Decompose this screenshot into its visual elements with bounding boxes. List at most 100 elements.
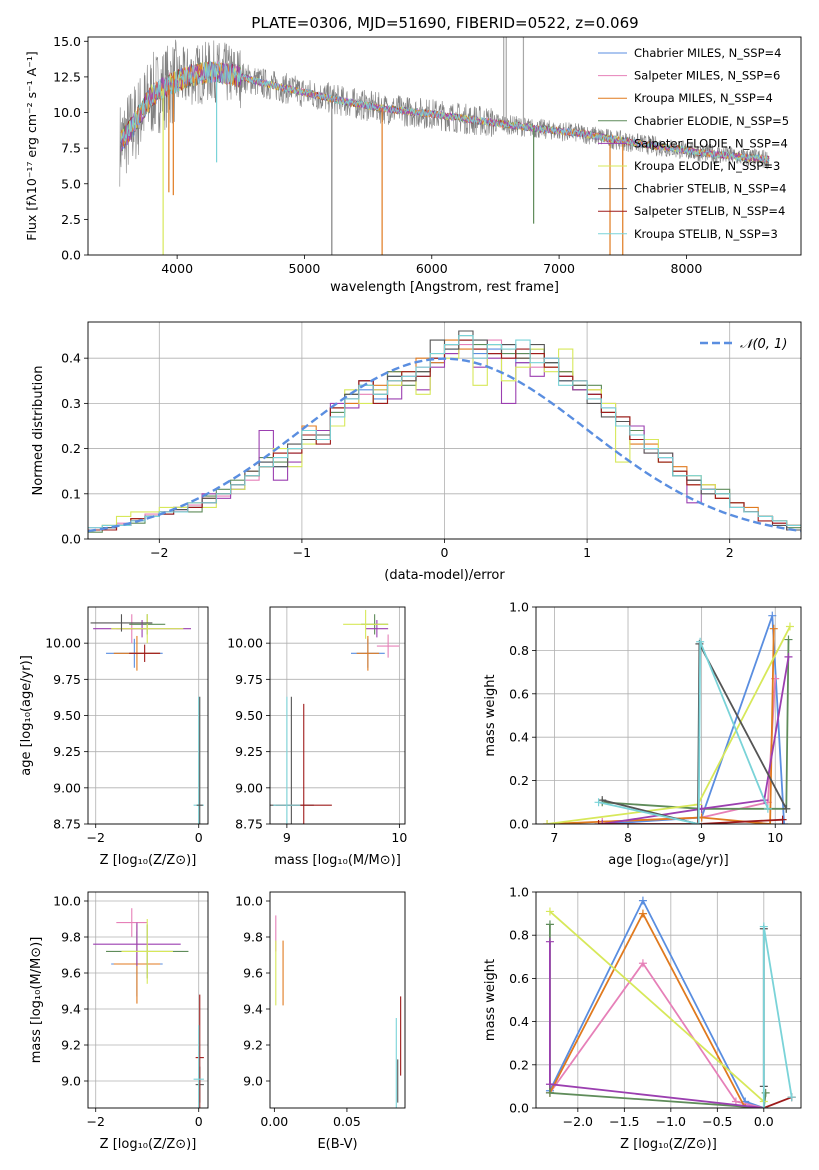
mass-weight-line — [549, 924, 767, 1108]
age_vs_mass-xlabel: mass [log₁₀(M/M⊙)] — [274, 853, 401, 868]
mass_vs_Z-ytick-label: 9.8 — [61, 930, 81, 945]
mass_vs_ebv-xtick-label: 0.05 — [333, 1114, 361, 1129]
spectrum-legend-label: Salpeter ELODIE, N_SSP=4 — [634, 136, 788, 150]
mass-weight-marker — [598, 820, 607, 824]
mass-weight-marker — [594, 820, 603, 824]
mass-weight-marker — [782, 804, 791, 813]
weight_vs_Z-xtick-label: −0.5 — [702, 1114, 732, 1129]
spectrum-legend-label: Chabrier STELIB, N_SSP=4 — [634, 182, 786, 196]
age_vs_Z-ytick-label: 9.00 — [53, 780, 81, 795]
weight_vs_age-xtick-label: 9 — [698, 830, 706, 845]
spectrum-title: PLATE=0306, MJD=51690, FIBERID=0522, z=0… — [251, 14, 638, 32]
mass-weight-marker — [784, 635, 793, 644]
weight-vs-age-chart: 7 8 9 10 0.0 0.2 0.4 0.6 0.8 1.0 age [log₁₀(age/yr… — [483, 600, 802, 868]
mass_vs_Z-xtick-label: 0 — [195, 1114, 203, 1129]
mass-weight-marker — [694, 820, 703, 824]
spectrum-ytick-label: 10.0 — [53, 105, 81, 120]
spectrum-ytick-label: 12.5 — [53, 69, 81, 84]
weight_vs_Z-ytick-label: 0.4 — [509, 1014, 529, 1029]
weight_vs_Z-ytick-label: 0.0 — [509, 1101, 529, 1116]
weight_vs_Z-ylabel: mass weight — [483, 959, 498, 1041]
residuals-xtick-label: 1 — [583, 545, 591, 560]
spectrum-frame — [87, 36, 802, 256]
mass-weight-marker — [766, 820, 775, 824]
mass-weight-line — [763, 1096, 793, 1108]
spectrum-ytick-label: 0.0 — [61, 248, 81, 263]
mass-weight-marker — [759, 922, 768, 931]
mass_vs_ebv-plot-area — [275, 915, 402, 1108]
age-vs-metallicity-chart: −2 0 8.75 9.00 9.25 9.50 9.75 10.00 Z [log₁₀(Z/Z… — [19, 606, 209, 868]
mass-weight-marker — [545, 937, 554, 946]
spectrum-ytick-label: 5.0 — [61, 176, 81, 191]
weight_vs_age-xtick-label: 10 — [767, 830, 783, 845]
residuals-ytick-label: 0.2 — [61, 441, 81, 456]
residual-histogram-step — [88, 335, 801, 529]
weight_vs_age-ytick-label: 1.0 — [509, 600, 529, 615]
spectrum-legend-label: Kroupa STELIB, N_SSP=3 — [634, 227, 778, 241]
age_vs_Z-xlabel: Z [log₁₀(Z/Z⊙)] — [100, 853, 197, 868]
mass_vs_ebv-ytick-label: 9.0 — [243, 1074, 263, 1089]
normal-curve-line — [88, 357, 801, 533]
weight_vs_age-ytick-label: 0.4 — [509, 730, 529, 745]
mass-weight-line — [549, 911, 764, 1108]
age_vs_Z-xtick-label: 0 — [195, 830, 203, 845]
mass_vs_Z-xtick-label: −2 — [87, 1114, 105, 1129]
spectrum-xtick-label: 6000 — [416, 261, 448, 276]
mass-weight-marker — [543, 820, 552, 824]
mass-weight-marker — [763, 804, 772, 813]
spectrum-xtick-label: 8000 — [671, 261, 703, 276]
residuals-ytick-label: 0.0 — [61, 532, 81, 547]
mass-weight-marker — [545, 920, 554, 929]
age_vs_mass-plot-area — [270, 609, 400, 824]
mass_vs_Z-ytick-label: 10.0 — [53, 894, 81, 909]
mass-weight-marker — [785, 622, 794, 631]
residuals-xlabel: (data-model)/error — [384, 568, 505, 583]
spectrum-ylabel: Flux [fλ10⁻¹⁷ erg cm⁻² s⁻¹ A⁻¹] — [24, 51, 39, 240]
age_vs_mass-ytick-label: 10.00 — [227, 636, 263, 651]
age_vs_Z-ytick-label: 9.75 — [53, 672, 81, 687]
mass_vs_ebv-frame — [269, 891, 406, 1109]
age_vs_Z-ytick-label: 9.25 — [53, 744, 81, 759]
weight_vs_age-frame — [535, 606, 802, 825]
mass-weight-line — [546, 628, 775, 824]
residuals-chart: −2 −1 0 1 2 0.0 0.1 0.2 0.3 0.4 (data-model)/error… — [31, 321, 802, 583]
mass-weight-marker — [696, 637, 705, 646]
mass_vs_ebv-ytick-label: 9.2 — [243, 1038, 263, 1053]
spectrum-ytick-label: 7.5 — [61, 141, 81, 156]
mass-weight-line — [598, 818, 783, 824]
mass-weight-line — [602, 643, 788, 824]
age_vs_mass-ytick-label: 9.75 — [235, 672, 263, 687]
age_vs_Z-ytick-label: 10.00 — [45, 636, 81, 651]
weight_vs_age-xtick-label: 7 — [550, 830, 558, 845]
mass_vs_ebv-ytick-label: 10.0 — [235, 894, 263, 909]
mass-weight-marker — [759, 1104, 768, 1108]
weight_vs_Z-ytick-label: 0.6 — [509, 971, 529, 986]
age_vs_mass-xtick-label: 9 — [283, 830, 291, 845]
mass-weight-marker — [787, 1093, 796, 1102]
residuals-ytick-label: 0.3 — [61, 396, 81, 411]
mass_vs_ebv-ytick-label: 9.6 — [243, 966, 263, 981]
mass_vs_Z-plot-area — [93, 908, 204, 1108]
residuals-ylabel: Normed distribution — [31, 366, 46, 496]
weight_vs_Z-xtick-label: −1.5 — [609, 1114, 639, 1129]
spectrum-xtick-label: 5000 — [289, 261, 321, 276]
weight_vs_Z-xtick-label: 0.0 — [754, 1114, 774, 1129]
age-vs-mass-chart: 9 10 8.75 9.00 9.25 9.50 9.75 10.00 mass [log₁₀(… — [227, 606, 407, 868]
residual-legend-label: 𝒩(0, 1) — [740, 337, 787, 352]
age_vs_mass-ytick-label: 8.75 — [235, 817, 263, 832]
weight_vs_age-ytick-label: 0.0 — [509, 817, 529, 832]
mass_vs_Z-frame — [87, 891, 209, 1109]
age_vs_mass-xtick-label: 10 — [391, 830, 407, 845]
mass-weight-marker — [784, 652, 793, 661]
mass_vs_Z-ytick-label: 9.4 — [61, 1002, 81, 1017]
mass-weight-marker — [780, 820, 789, 824]
mass-weight-marker — [545, 907, 554, 916]
mass-weight-line — [549, 910, 765, 1103]
residuals-ytick-label: 0.4 — [61, 351, 81, 366]
mass-weight-marker — [769, 624, 778, 633]
mass-weight-marker — [761, 1088, 770, 1097]
age_vs_Z-plot-area — [90, 614, 204, 824]
weight_vs_Z-ytick-label: 0.8 — [509, 928, 529, 943]
mass_vs_ebv-ytick-label: 9.8 — [243, 930, 263, 945]
residuals-xtick-label: 2 — [726, 545, 734, 560]
